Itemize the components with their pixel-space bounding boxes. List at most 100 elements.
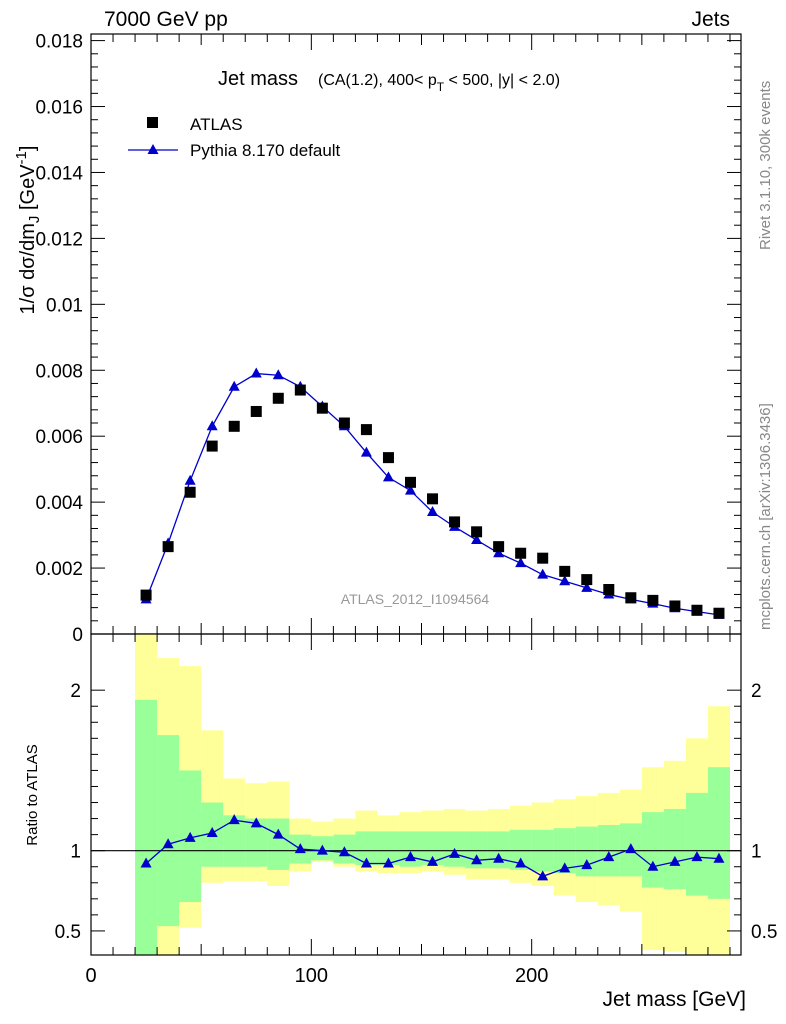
uncertainty-band-inner	[223, 815, 246, 867]
atlas-point	[559, 565, 571, 577]
ratio-point	[338, 846, 350, 857]
ratio-point	[206, 827, 218, 838]
uncertainty-band-inner	[575, 826, 598, 877]
atlas-point	[382, 452, 394, 464]
main-y-tick-label: 0.016	[35, 98, 83, 119]
pythia-point	[493, 547, 505, 558]
atlas-point	[206, 440, 218, 452]
ratio-point	[515, 857, 527, 868]
pythia-point	[272, 369, 284, 380]
pythia-point	[427, 506, 439, 517]
atlas-point	[140, 589, 152, 601]
atlas-point	[581, 574, 593, 586]
main-y-axis-label: 1/σ dσ/dmJ [GeV-1]	[13, 146, 43, 315]
pythia-point	[537, 568, 549, 579]
pythia-point	[515, 557, 527, 568]
ratio-point	[669, 855, 681, 866]
pythia-point	[404, 484, 416, 495]
ratio-point	[493, 852, 505, 863]
pythia-point	[471, 534, 483, 545]
atlas-point	[316, 402, 328, 414]
pythia-point	[184, 474, 196, 485]
pythia-point	[559, 575, 571, 586]
atlas-point	[603, 583, 615, 595]
ratio-point	[625, 843, 637, 854]
ratio-point	[713, 852, 725, 863]
x-axis-label: Jet mass [GeV]	[602, 988, 746, 1011]
pythia-point	[206, 420, 218, 431]
ratio-plot-frame	[90, 633, 742, 956]
atlas-point	[404, 476, 416, 488]
main-y-tick-label: 0.002	[35, 559, 83, 580]
uncertainty-band-inner	[377, 831, 400, 866]
atlas-point	[250, 405, 262, 417]
ratio-point	[449, 847, 461, 858]
ratio-point	[537, 870, 549, 881]
atlas-point	[669, 600, 681, 612]
atlas-point	[515, 547, 527, 559]
uncertainty-band-inner	[487, 831, 510, 869]
atlas-point	[537, 552, 549, 564]
atlas-point	[184, 486, 196, 498]
main-y-tick-label: 0.012	[35, 229, 83, 250]
ratio-point	[382, 857, 394, 868]
ratio-y-tick-label-right: 2	[751, 681, 762, 702]
ratio-point	[360, 857, 372, 868]
uncertainty-band-inner	[245, 818, 268, 867]
ratio-point	[228, 814, 240, 825]
header-category-label: Jets	[691, 8, 730, 31]
x-tick-label: 200	[515, 965, 548, 987]
ratio-point	[404, 851, 416, 862]
chart-title-subtitle: (CA(1.2), 400< pT < 500, |y| < 2.0)	[318, 72, 560, 94]
ratio-y-tick-label: 1	[70, 842, 81, 863]
svg-text:1/σ dσ/dmJ [GeV-1]: 1/σ dσ/dmJ [GeV-1]	[13, 146, 43, 315]
ratio-point	[294, 843, 306, 854]
atlas-point	[338, 417, 350, 429]
atlas-point	[647, 594, 659, 606]
ratio-y-tick-label: 2	[70, 681, 81, 702]
uncertainty-band-inner	[685, 792, 708, 896]
pythia-point	[228, 380, 240, 391]
atlas-point	[493, 541, 505, 553]
pythia-point	[360, 446, 372, 457]
ratio-y-tick-label: 0.5	[55, 922, 81, 943]
main-plot-frame	[90, 33, 742, 635]
atlas-point	[691, 604, 703, 616]
analysis-id-watermark: ATLAS_2012_I1094564	[341, 591, 490, 607]
uncertainty-band-inner	[421, 831, 444, 866]
uncertainty-band-inner	[707, 767, 730, 899]
uncertainty-band-inner	[509, 829, 532, 870]
x-tick-label: 100	[295, 965, 328, 987]
x-tick-label: 0	[85, 965, 96, 987]
uncertainty-band-inner	[135, 699, 158, 955]
ratio-point	[559, 862, 571, 873]
main-y-tick-label: 0.01	[46, 295, 83, 316]
legend-atlas-marker	[147, 117, 158, 128]
ratio-point	[250, 817, 262, 828]
main-y-tick-label: 0.006	[35, 427, 83, 448]
atlas-point	[427, 493, 439, 505]
ratio-point	[162, 838, 174, 849]
uncertainty-band-inner	[267, 818, 290, 870]
ratio-point	[427, 855, 439, 866]
main-y-tick-label: 0.014	[35, 163, 83, 184]
ratio-point	[316, 844, 328, 855]
ratio-point	[603, 851, 615, 862]
ratio-y-tick-label-right: 0.5	[751, 922, 777, 943]
ratio-point	[581, 859, 593, 870]
ratio-point	[140, 857, 152, 868]
main-y-tick-label: 0	[72, 625, 83, 646]
atlas-point	[272, 392, 284, 404]
main-y-tick-label: 0.008	[35, 361, 83, 382]
ratio-y-axis-label: Ratio to ATLAS	[24, 744, 41, 845]
uncertainty-band-inner	[157, 735, 180, 927]
svg-text:Ratio to ATLAS: Ratio to ATLAS	[24, 744, 41, 845]
main-y-tick-label: 0.018	[35, 32, 83, 53]
atlas-point	[294, 384, 306, 396]
uncertainty-band-inner	[399, 831, 422, 867]
legend: ATLAS Pythia 8.170 default	[128, 115, 341, 160]
ratio-point	[691, 851, 703, 862]
uncertainty-band-inner	[641, 812, 664, 888]
pythia-point	[250, 367, 262, 378]
